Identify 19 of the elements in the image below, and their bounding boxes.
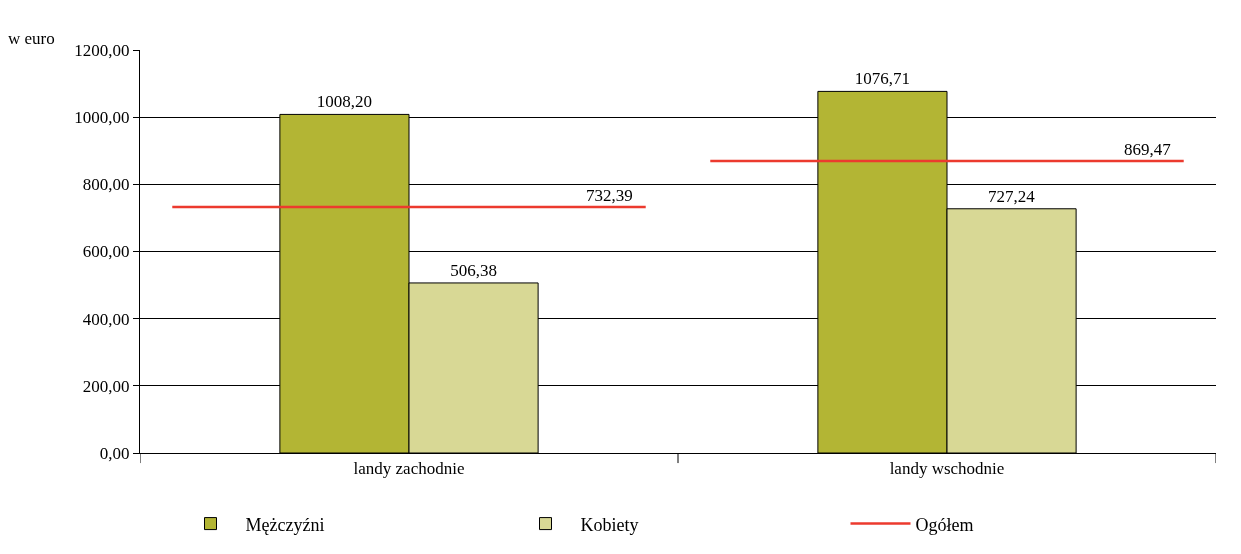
y-tick-label: 400,00 [82,309,130,329]
data-label: 1008,20 [316,92,373,112]
y-tick-label: 200,00 [82,376,130,396]
data-label: 727,24 [987,186,1036,206]
data-label: 1076,71 [854,69,911,89]
y-tick-label: 1000,00 [74,108,130,128]
ref-line-label: 732,39 [586,186,633,205]
y-tick-label: 1200,00 [74,40,130,60]
legend-label: Kobiety [580,514,639,535]
data-label: 506,38 [450,260,497,280]
x-tick-label: landy wschodnie [889,459,1005,479]
ref-line-label: 869,47 [1124,140,1172,159]
y-axis-title: w euro [8,29,55,48]
y-tick-label: 0,00 [99,443,130,463]
legend-label: Mężczyźni [245,514,325,535]
y-tick-label: 800,00 [82,175,130,195]
legend-label: Ogółem [915,514,974,535]
x-tick-label: landy zachodnie [353,459,465,479]
y-tick-label: 600,00 [82,242,130,262]
